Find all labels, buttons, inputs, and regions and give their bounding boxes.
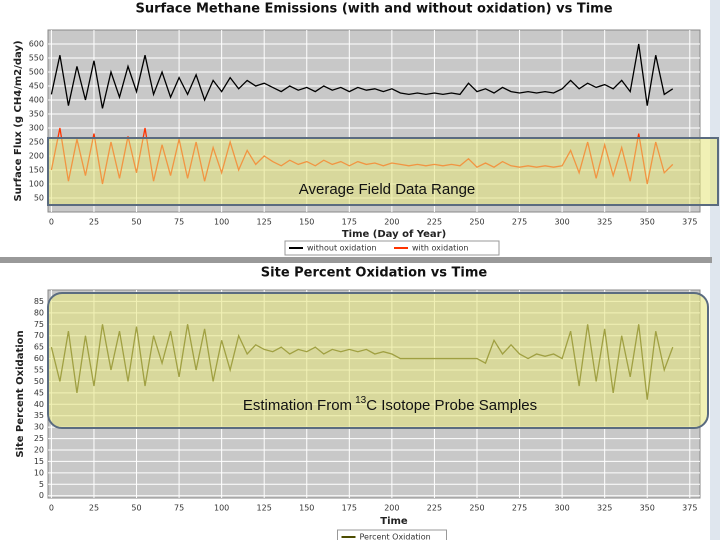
y-tick-label: 100	[29, 180, 44, 189]
y-tick-label: 250	[29, 138, 44, 147]
y-tick-label: 50	[34, 377, 44, 386]
x-tick-label: 275	[512, 504, 527, 513]
x-tick-label: 0	[49, 504, 54, 513]
y-tick-label: 15	[34, 457, 44, 466]
y-tick-label: 350	[29, 110, 44, 119]
x-tick-label: 175	[342, 504, 357, 513]
x-tick-label: 125	[257, 504, 272, 513]
x-tick-label: 50	[131, 504, 141, 513]
annotation-band	[47, 137, 719, 206]
y-tick-label: 65	[34, 343, 44, 352]
x-tick-label: 275	[512, 218, 527, 227]
y-tick-label: 35	[34, 411, 44, 420]
legend-label: with oxidation	[412, 244, 468, 253]
x-tick-label: 250	[469, 218, 484, 227]
annotation-part: Estimation From	[243, 397, 352, 414]
x-tick-label: 25	[89, 218, 99, 227]
annotation-part: 13	[355, 395, 367, 406]
x-tick-label: 100	[214, 218, 229, 227]
x-axis-label: Time (Day of Year)	[342, 229, 446, 240]
y-tick-label: 20	[34, 446, 44, 455]
x-tick-label: 325	[597, 504, 612, 513]
x-tick-label: 150	[299, 218, 314, 227]
x-tick-label: 300	[554, 504, 569, 513]
x-tick-label: 75	[174, 218, 184, 227]
x-tick-label: 350	[640, 504, 655, 513]
x-tick-label: 0	[49, 218, 54, 227]
y-tick-label: 60	[34, 354, 44, 363]
y-tick-label: 300	[29, 124, 44, 133]
x-tick-label: 150	[299, 504, 314, 513]
x-tick-label: 25	[89, 504, 99, 513]
y-tick-label: 5	[39, 480, 44, 489]
y-tick-label: 450	[29, 82, 44, 91]
chart-title: Surface Methane Emissions (with and with…	[135, 2, 612, 17]
y-tick-label: 55	[34, 366, 44, 375]
y-tick-label: 600	[29, 40, 44, 49]
y-tick-label: 40	[34, 400, 44, 409]
y-tick-label: 30	[34, 423, 44, 432]
annotation-part: C Isotope Probe Samples	[366, 397, 537, 414]
y-tick-label: 50	[34, 194, 44, 203]
side-strip	[710, 0, 720, 540]
y-tick-label: 500	[29, 68, 44, 77]
y-tick-label: 25	[34, 434, 44, 443]
y-tick-label: 10	[34, 468, 44, 477]
y-axis-label: Site Percent Oxidation	[15, 330, 26, 457]
legend-box	[337, 529, 447, 540]
y-axis-label: Surface Flux (g CH4/m2/day)	[13, 40, 24, 201]
legend-label: Percent Oxidation	[360, 533, 431, 540]
x-tick-label: 175	[342, 218, 357, 227]
x-tick-label: 200	[384, 504, 399, 513]
x-tick-label: 125	[257, 218, 272, 227]
y-tick-label: 400	[29, 96, 44, 105]
y-tick-label: 150	[29, 166, 44, 175]
series-line	[50, 43, 674, 109]
y-tick-label: 85	[34, 297, 44, 306]
annotation-band	[47, 292, 709, 429]
y-tick-label: 0	[39, 491, 44, 500]
x-tick-label: 375	[682, 218, 697, 227]
legend-label: without oxidation	[307, 244, 377, 253]
y-tick-label: 45	[34, 388, 44, 397]
x-tick-label: 225	[427, 504, 442, 513]
annotation: Average Field Data Range	[299, 181, 476, 198]
y-tick-label: 80	[34, 308, 44, 317]
x-tick-label: 300	[554, 218, 569, 227]
separator	[0, 257, 712, 263]
x-tick-label: 50	[131, 218, 141, 227]
x-tick-label: 200	[384, 218, 399, 227]
y-tick-label: 70	[34, 331, 44, 340]
y-tick-label: 550	[29, 54, 44, 63]
x-tick-label: 100	[214, 504, 229, 513]
annotation: Estimation From 13C Isotope Probe Samples	[243, 395, 537, 414]
x-tick-label: 75	[174, 504, 184, 513]
chart-title: Site Percent Oxidation vs Time	[261, 266, 488, 281]
x-tick-label: 250	[469, 504, 484, 513]
y-tick-label: 200	[29, 152, 44, 161]
x-tick-label: 350	[640, 218, 655, 227]
x-tick-label: 225	[427, 218, 442, 227]
x-tick-label: 375	[682, 504, 697, 513]
x-tick-label: 325	[597, 218, 612, 227]
y-tick-label: 75	[34, 320, 44, 329]
x-axis-label: Time	[380, 516, 408, 527]
legend-box	[284, 240, 500, 256]
